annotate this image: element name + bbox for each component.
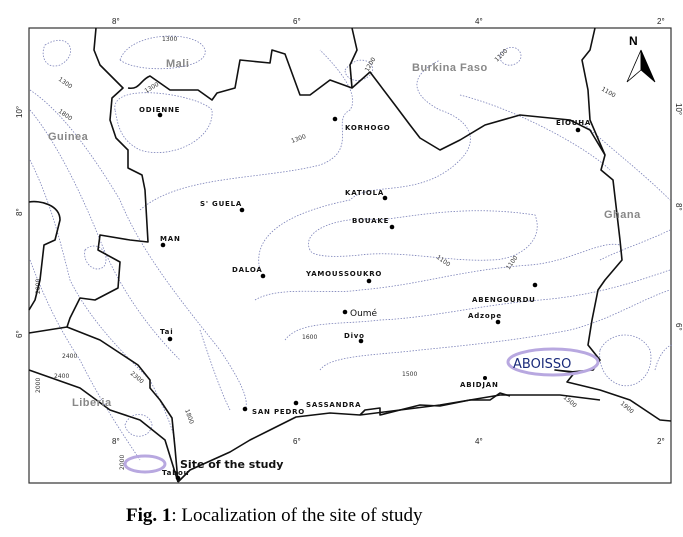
contour-label: 1300: [290, 133, 307, 145]
caption-text: : Localization of the site of study: [171, 505, 423, 526]
tick-lon: 6°: [293, 437, 301, 446]
north-arrow: N: [626, 34, 656, 83]
city-abengourdu: ABENGOURDU: [472, 296, 536, 304]
city-abidjan: ABIDJAN: [460, 381, 499, 389]
city-dot: [332, 116, 338, 122]
tick-lon: 4°: [475, 437, 483, 446]
city-dot: [389, 224, 395, 230]
tick-lat: 10°: [15, 106, 24, 118]
city-daloa: DALOA: [232, 266, 263, 274]
tick-lon: 2°: [657, 437, 665, 446]
city-dot: [382, 195, 388, 201]
city-dot: [239, 207, 245, 213]
city-eiouha: EIOUHA: [556, 119, 591, 127]
city-dot: [366, 278, 372, 284]
contour-label: 2000: [119, 455, 126, 470]
country-liberia: Liberia: [72, 397, 112, 409]
city-dot: [358, 338, 364, 344]
figure-caption: Fig. 1: Localization of the site of stud…: [126, 505, 423, 527]
country-guinea: Guinea: [48, 131, 89, 143]
city-tai: Tai: [160, 328, 173, 336]
city-dot: [260, 273, 266, 279]
city-bouake: BOUAKE: [352, 217, 389, 225]
north-label: N: [629, 34, 638, 48]
contour-label: 2400: [54, 373, 69, 380]
tick-lon: 8°: [112, 17, 120, 26]
city-man: MAN: [160, 235, 181, 243]
contour-label: 1600: [302, 334, 317, 341]
legend-label: Site of the study: [180, 458, 284, 471]
city-dot: [242, 406, 248, 412]
tick-lon: 6°: [293, 17, 301, 26]
longitude-ticks-top: 8° 6° 4° 2°: [112, 17, 665, 26]
site-label: ABOISSO: [513, 357, 571, 372]
north-arrow-icon: [640, 49, 656, 83]
tick-lat: 8°: [15, 208, 24, 216]
study-site-aboisso: ABOISSO: [506, 347, 600, 377]
city-yamoussoukro: YAMOUSSOUKRO: [305, 270, 382, 278]
city-dot: [167, 336, 173, 342]
city-katiola: KATIOLA: [345, 189, 384, 197]
contour-label: 2400: [62, 353, 77, 360]
city-dot: [157, 112, 163, 118]
city-dot: [160, 242, 166, 248]
caption-prefix: Fig. 1: [126, 505, 172, 526]
tick-lon: 8°: [112, 437, 120, 446]
contour-label: 1300: [162, 36, 177, 43]
country-mali: Mali: [166, 58, 189, 70]
country-ghana: Ghana: [604, 209, 641, 221]
city-dot: [575, 127, 581, 133]
city-adzope: Adzope: [468, 312, 502, 320]
city-dot: [175, 475, 181, 481]
latitude-ticks: 10° 8° 6° 10° 8° 6°: [15, 103, 683, 338]
city-dot: [495, 319, 501, 325]
city-dot: [532, 282, 538, 288]
tick-lat: 6°: [15, 330, 24, 338]
city-sassandra: SASSANDRA: [306, 401, 361, 409]
contour-label: 1500: [402, 371, 417, 378]
city-korhogo: KORHOGO: [345, 124, 391, 132]
contour-label: 1800: [183, 408, 195, 425]
site-ellipse: [506, 347, 600, 377]
city-dot: [293, 400, 299, 406]
longitude-ticks-bottom: 8° 6° 4° 2°: [112, 437, 665, 446]
tick-lat: 6°: [674, 323, 683, 331]
city-oume: Oumé: [350, 308, 378, 319]
city-san-pedro: SAN PEDRO: [252, 408, 305, 416]
city-dot: [483, 376, 487, 380]
legend-site-symbol: [123, 454, 167, 474]
city-odienne: ODIENNE: [139, 106, 180, 114]
country-burkina-faso: Burkina Faso: [412, 62, 488, 74]
city-dot: [342, 309, 348, 315]
tick-lat: 8°: [674, 203, 683, 211]
country-labels: Mali Burkina Faso Guinea Ghana Liberia: [48, 58, 641, 409]
city-seguela: S' GUELA: [200, 200, 242, 208]
contour-label: 2000: [35, 378, 42, 393]
city-tabou: Tabou: [162, 469, 189, 477]
tick-lon: 4°: [475, 17, 483, 26]
tick-lon: 2°: [657, 17, 665, 26]
city-divo: Divo: [344, 332, 365, 340]
tick-lat: 10°: [674, 103, 683, 115]
city-markers: ODIENNE KORHOGO EIOUHA KATIOLA BOUAKE S'…: [139, 106, 591, 481]
